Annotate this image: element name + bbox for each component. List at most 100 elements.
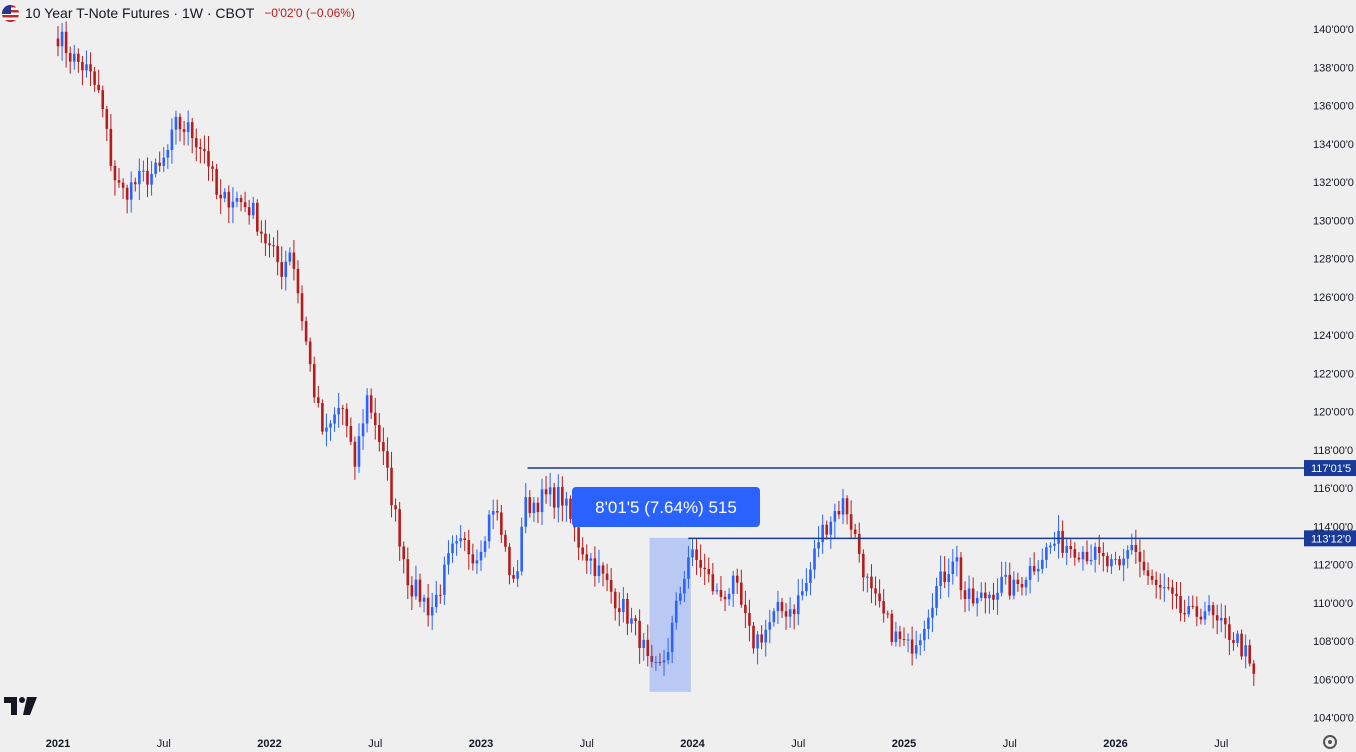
candle-body	[646, 639, 650, 657]
candle-body	[1081, 551, 1085, 560]
candle-body	[609, 580, 613, 592]
candle-body	[959, 557, 963, 591]
candle-body	[593, 558, 597, 576]
candle-body	[455, 541, 458, 544]
candle-body	[1240, 633, 1243, 657]
candle-body	[516, 571, 519, 579]
candle-body	[882, 600, 885, 614]
time-tick-label: Jul	[1003, 738, 1017, 750]
candle-body	[1248, 645, 1252, 664]
time-tick-label: 2021	[46, 738, 70, 750]
candle-body	[414, 579, 418, 597]
candle-body	[268, 243, 271, 246]
candle-body	[979, 592, 983, 598]
candle-body	[199, 147, 202, 149]
candle-body	[918, 640, 922, 646]
candle-body	[740, 582, 743, 605]
candle-body	[1163, 587, 1166, 589]
candle-body	[150, 173, 153, 185]
price-tick-label: 114'00'0	[1313, 521, 1353, 533]
candle-body	[935, 586, 938, 608]
candle-body	[780, 601, 784, 612]
candle-body	[296, 268, 300, 294]
time-tick-label: Jul	[580, 738, 594, 750]
candle-body	[561, 486, 564, 506]
candle-body	[617, 608, 621, 612]
candle-body	[678, 593, 682, 601]
time-axis[interactable]: 2021 Jul 2022 Jul 2023 Jul 2024 Jul 2025 Jul 2026 J…	[46, 738, 1229, 750]
level-price-tag	[1304, 530, 1356, 547]
candle-body	[890, 613, 894, 643]
candle-body	[723, 596, 727, 600]
candle-body	[1203, 611, 1207, 620]
candle-body	[85, 64, 88, 71]
candle-body	[1036, 568, 1040, 572]
candle-body	[475, 560, 479, 564]
candle-body	[430, 607, 434, 616]
candle-body	[325, 427, 328, 432]
price-tick-label: 112'00'0	[1313, 560, 1353, 572]
time-tick-label: Jul	[368, 738, 382, 750]
candle-body	[853, 529, 857, 534]
measure-range	[649, 537, 691, 692]
price-tick-label: 126'00'0	[1313, 292, 1354, 304]
candle-body	[64, 31, 68, 54]
settings-gear-icon[interactable]	[1323, 735, 1337, 749]
candle-body	[81, 61, 84, 71]
price-tick-label: 108'00'0	[1313, 636, 1354, 648]
price-tick-label: 136'00'0	[1313, 101, 1354, 113]
candle-body	[1195, 606, 1199, 617]
candle-body	[93, 71, 96, 85]
candle-body	[284, 261, 288, 277]
candle-body	[829, 521, 833, 535]
candle-body	[670, 622, 674, 653]
tradingview-logo-icon[interactable]	[4, 697, 38, 715]
candle-body	[394, 505, 397, 510]
price-axis[interactable]: 117'01'5 113'12'0 140'00'0 138'00'0 136'00'0…	[1304, 24, 1356, 725]
candle-body	[866, 576, 869, 578]
candle-body	[1219, 617, 1223, 621]
candle-body	[719, 590, 723, 597]
candle-body	[211, 166, 214, 169]
candle-body	[312, 364, 316, 398]
candle-body	[1032, 566, 1036, 572]
candle-body	[418, 579, 422, 602]
candle-body	[1215, 615, 1219, 621]
candle-body	[341, 407, 345, 409]
candle-body	[1191, 605, 1195, 607]
candle-body	[971, 588, 975, 604]
candle-body	[500, 512, 503, 535]
candle-body	[1057, 530, 1060, 544]
candle-body	[215, 168, 218, 195]
candle-body	[105, 109, 109, 129]
candle-body	[97, 84, 100, 91]
price-tick-label: 110'00'0	[1313, 598, 1353, 610]
candle-body	[805, 582, 808, 592]
candle-body	[508, 546, 511, 576]
candle-body	[951, 561, 955, 575]
candle-body	[1040, 559, 1044, 569]
candle-body	[239, 198, 243, 203]
candle-body	[674, 600, 678, 623]
candle-body	[227, 191, 231, 208]
candle-body	[727, 593, 731, 600]
candle-body	[1004, 574, 1007, 577]
candle-body	[638, 620, 641, 648]
candle-body	[1224, 617, 1227, 625]
symbol-title[interactable]: 10 Year T-Note Futures · 1W · CBOT	[25, 5, 255, 21]
candle-body	[626, 598, 629, 624]
candle-body	[203, 148, 206, 152]
candle-body	[1171, 587, 1174, 594]
candle-body	[996, 592, 999, 600]
candle-body	[101, 90, 105, 110]
candle-body	[1158, 584, 1162, 588]
price-tick-label: 140'00'0	[1313, 24, 1354, 36]
candle-body	[569, 498, 572, 519]
candle-body	[504, 534, 507, 547]
candle-body	[439, 594, 442, 596]
candle-body	[109, 128, 113, 166]
candle-body	[801, 591, 804, 596]
candle-body	[874, 588, 877, 594]
candle-body	[862, 553, 865, 578]
